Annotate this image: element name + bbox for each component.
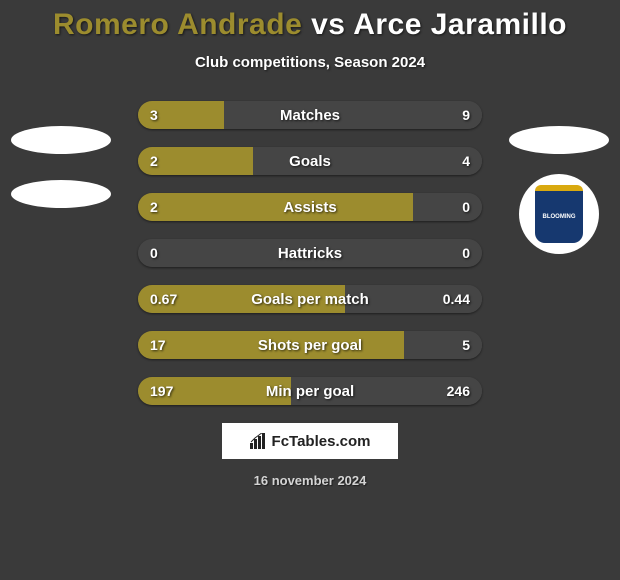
stat-label: Min per goal (138, 377, 482, 405)
stat-row: 24Goals (138, 147, 482, 175)
stat-row: 39Matches (138, 101, 482, 129)
badge-left-2 (11, 180, 111, 208)
footer-logo: FcTables.com (222, 423, 398, 459)
crest-label: BLOOMING (535, 185, 583, 243)
footer-brand-text: FcTables.com (272, 433, 371, 450)
stat-row: 197246Min per goal (138, 377, 482, 405)
stat-label: Assists (138, 193, 482, 221)
chart-icon (250, 433, 268, 449)
badge-right-1 (509, 126, 609, 154)
badge-left (6, 120, 116, 214)
stat-row: 20Assists (138, 193, 482, 221)
stat-label: Shots per goal (138, 331, 482, 359)
stats-rows: 39Matches 24Goals 20Assists 00Hattricks 0.67… (138, 101, 482, 405)
badge-right: BLOOMING (504, 120, 614, 264)
title-player2: Arce Jaramillo (353, 8, 567, 41)
stat-row: 00Hattricks (138, 239, 482, 267)
subtitle: Club competitions, Season 2024 (0, 54, 620, 71)
stat-row: 0.670.44Goals per match (138, 285, 482, 313)
club-crest: BLOOMING (519, 174, 599, 254)
title-vs: vs (302, 8, 353, 41)
stat-label: Hattricks (138, 239, 482, 267)
stat-label: Goals per match (138, 285, 482, 313)
stat-label: Goals (138, 147, 482, 175)
footer-date: 16 november 2024 (0, 473, 620, 488)
badge-left-1 (11, 126, 111, 154)
stat-label: Matches (138, 101, 482, 129)
stat-row: 175Shots per goal (138, 331, 482, 359)
page-title: Romero Andrade vs Arce Jaramillo (0, 0, 620, 42)
title-player1: Romero Andrade (53, 8, 302, 41)
